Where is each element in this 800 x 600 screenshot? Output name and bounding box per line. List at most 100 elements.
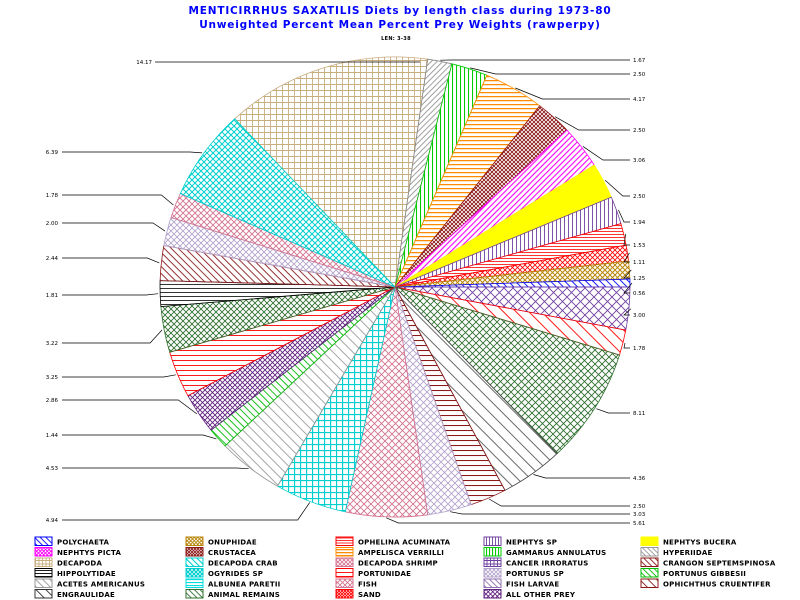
- leader-line: [386, 517, 630, 524]
- leader-line: [515, 87, 630, 100]
- legend-item: CRANGON SEPTEMSPINOSA: [640, 557, 776, 568]
- slice-percent-label: 4.17: [633, 97, 646, 103]
- slice-percent-label: 4.94: [46, 518, 59, 524]
- leader-line: [604, 180, 630, 197]
- legend-item: NEPHTYS PICTA: [34, 547, 121, 557]
- slice-percent-label: 8.11: [633, 411, 645, 417]
- legend-swatch: [335, 578, 354, 588]
- legend: POLYCHAETA NEPHTYS PICTA DECAPODA HIPPOLYTI…: [34, 536, 776, 599]
- legend-swatch: [335, 568, 354, 578]
- legend-item: ANIMAL REMAINS: [185, 589, 280, 599]
- slice-percent-label: 2.00: [46, 221, 59, 227]
- legend-swatch: [640, 547, 659, 557]
- slice-percent-label: 1.25: [633, 276, 646, 282]
- legend-swatch: [640, 578, 659, 588]
- legend-item: GAMMARUS ANNULATUS: [483, 547, 606, 557]
- legend-label: SAND: [358, 591, 381, 599]
- leader-line: [62, 222, 166, 232]
- slice-percent-label: 1.81: [46, 293, 58, 299]
- leader-line: [488, 498, 630, 507]
- leader-line: [623, 282, 633, 294]
- legend-label: OPHELINA ACUMINATA: [358, 539, 451, 547]
- slice-percent-label: 2.86: [46, 398, 59, 404]
- slice-percent-label: 3.22: [46, 341, 58, 347]
- leader-lines: [62, 59, 633, 524]
- slice-percent-label: 2.50: [633, 72, 646, 78]
- legend-swatch: [34, 589, 53, 599]
- legend-label: FISH: [358, 581, 377, 589]
- legend-swatch: [34, 557, 53, 567]
- leader-line: [62, 151, 203, 154]
- legend-label: OPHICHTHUS CRUENTIFER: [663, 581, 771, 589]
- slice-percent-label: 4.53: [46, 466, 59, 472]
- legend-label: PORTUNUS GIBBESII: [663, 570, 746, 578]
- legend-swatch: [483, 589, 502, 599]
- leader-line: [618, 209, 630, 223]
- legend-item: OPHICHTHUS CRUENTIFER: [640, 578, 771, 589]
- legend-label: HIPPOLYTIDAE: [57, 570, 116, 578]
- slice-percent-label: 1.67: [633, 58, 646, 64]
- legend-swatch: [483, 536, 502, 546]
- leader-line: [62, 293, 159, 296]
- leader-line: [62, 399, 198, 415]
- leader-line: [62, 194, 174, 206]
- legend-swatch: [185, 557, 204, 567]
- legend-swatch: [335, 557, 354, 567]
- legend-swatch: [185, 568, 204, 578]
- legend-item: NEPHTYS BUCERA: [640, 536, 737, 547]
- legend-label: NEPHTYS BUCERA: [663, 539, 737, 547]
- slice-percent-label: 5.61: [633, 521, 645, 527]
- legend-label: ANIMAL REMAINS: [208, 591, 280, 599]
- legend-label: ENGRAULIDAE: [57, 591, 115, 599]
- legend-swatch: [483, 557, 502, 567]
- legend-item: AMPELISCA VERRILLI: [335, 547, 444, 557]
- leader-line: [623, 269, 632, 279]
- leader-line: [582, 146, 630, 161]
- legend-item: ONUPHIDAE: [185, 536, 257, 547]
- legend-label: CANCER IRRORATUS: [506, 560, 588, 568]
- pie-slice: [394, 286, 621, 455]
- leader-line: [450, 511, 630, 515]
- legend-swatch: [640, 536, 659, 546]
- slice-percent-label: 2.44: [46, 256, 59, 262]
- legend-label: CRANGON SEPTEMSPINOSA: [663, 560, 776, 568]
- legend-label: NEPHTYS SP: [506, 539, 557, 547]
- slice-percent-label: 14.17: [136, 60, 152, 66]
- slice-percent-label: 1.11: [633, 260, 645, 266]
- legend-swatch: [640, 557, 659, 567]
- legend-label: ONUPHIDAE: [208, 539, 257, 547]
- slice-percent-label: 1.94: [633, 220, 646, 226]
- leader-line: [533, 474, 630, 479]
- legend-item: CANCER IRRORATUS: [483, 557, 588, 568]
- length-class-note: LEN: 3-38: [381, 36, 411, 42]
- leader-line: [62, 434, 217, 440]
- pie-slice: [179, 118, 396, 288]
- legend-swatch: [335, 589, 354, 599]
- slice-percent-label: 3.25: [46, 375, 59, 381]
- legend-item: PORTUNUS GIBBESII: [640, 568, 746, 578]
- legend-label: ACETES AMERICANUS: [57, 581, 145, 589]
- legend-label: DECAPODA: [57, 560, 102, 568]
- leader-line: [596, 408, 630, 414]
- legend-swatch: [640, 568, 659, 578]
- legend-item: OPHELINA ACUMINATA: [335, 536, 451, 547]
- slice-percent-label: 3.03: [633, 512, 646, 518]
- leader-line: [62, 467, 249, 470]
- legend-label: AMPELISCA VERRILLI: [358, 549, 444, 557]
- legend-swatch: [335, 536, 354, 546]
- leader-line: [62, 374, 176, 378]
- pie-slice: [234, 56, 429, 288]
- legend-label: ALL OTHER PREY: [506, 591, 576, 599]
- legend-item: SAND: [335, 589, 381, 599]
- leader-line: [470, 67, 630, 75]
- slice-percent-label: 0.56: [633, 291, 646, 297]
- chart-title: MENTICIRRHUS SAXATILIS Diets by length c…: [189, 5, 612, 17]
- legend-label: FISH LARVAE: [506, 581, 559, 589]
- legend-item: POLYCHAETA: [34, 536, 109, 547]
- legend-swatch: [483, 568, 502, 578]
- legend-label: GAMMARUS ANNULATUS: [506, 549, 606, 557]
- legend-label: ALBUNEA PARETII: [208, 581, 280, 589]
- legend-swatch: [483, 578, 502, 588]
